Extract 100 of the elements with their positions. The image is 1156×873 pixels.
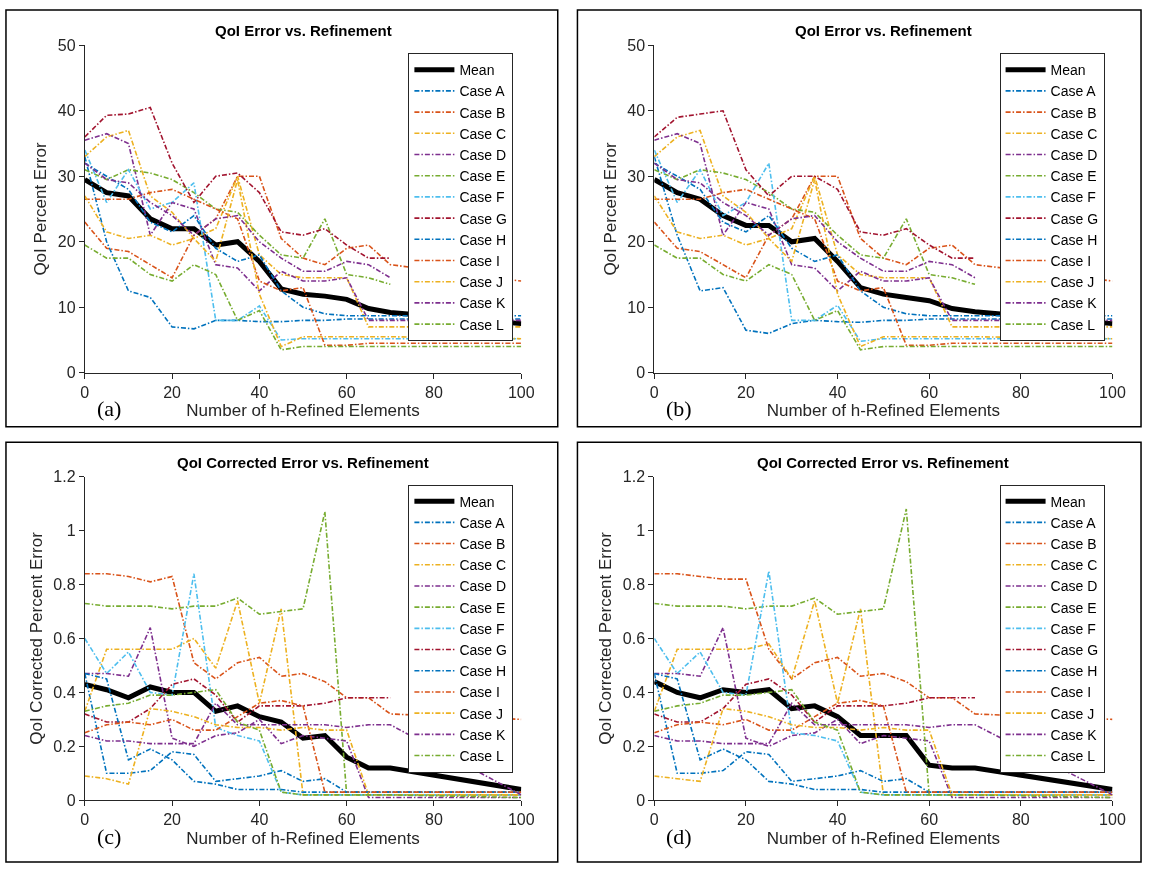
x-tick-label: 80 (1011, 383, 1030, 401)
legend-label: Case C (1050, 125, 1098, 142)
legend-label: Case E (459, 168, 506, 185)
y-tick-label: 50 (627, 36, 646, 54)
legend-label: Case I (1050, 252, 1092, 269)
legend-label: Case D (459, 146, 507, 163)
x-tick-label: 80 (425, 811, 443, 829)
x-tick-label: 0 (80, 811, 90, 829)
x-tick-label: 60 (920, 383, 939, 401)
y-tick-label: 0.8 (622, 576, 646, 594)
legend-label: Case G (1050, 642, 1099, 658)
x-tick-label: 20 (737, 811, 755, 829)
legend-label: Mean (459, 493, 495, 510)
x-tick-label: 0 (649, 383, 659, 401)
y-tick-label: 0.8 (53, 576, 76, 594)
y-tick-label: 1.2 (53, 468, 76, 486)
legend-label: Case G (459, 210, 507, 227)
y-tick-label: 0.6 (53, 630, 76, 648)
y-tick-label: 40 (627, 102, 646, 120)
chart-title: QoI Error vs. Refinement (215, 22, 392, 39)
y-tick-label: 30 (57, 167, 76, 185)
y-tick-label: 0 (66, 364, 76, 382)
y-tick-label: 0 (636, 364, 646, 382)
x-axis-title: Number of h-Refined Elements (766, 401, 1001, 421)
legend-label: Case H (1050, 663, 1098, 680)
y-tick-label: 50 (57, 36, 76, 54)
legend-label: Case L (1050, 316, 1096, 333)
legend-label: Case G (459, 642, 507, 658)
y-axis-title: QoI Percent Error (31, 142, 51, 276)
chart-title: QoI Corrected Error vs. Refinement (177, 454, 429, 471)
legend-label: Case C (459, 125, 507, 142)
x-tick-label: 80 (425, 383, 443, 401)
legend-label: Case J (459, 705, 503, 722)
chart-title: QoI Error vs. Refinement (795, 22, 972, 39)
legend-label: Case L (459, 748, 504, 764)
legend-label: Case C (459, 557, 507, 574)
y-axis-title: QoI Corrected Percent Error (596, 531, 616, 745)
legend-label: Case D (459, 578, 507, 595)
chart-title: QoI Corrected Error vs. Refinement (757, 454, 1009, 471)
x-tick-label: 100 (1099, 811, 1126, 829)
legend-label: Case I (1050, 684, 1092, 701)
legend-label: Case F (1050, 189, 1096, 206)
x-tick-label: 100 (1099, 383, 1126, 401)
x-tick-label: 60 (337, 811, 356, 829)
text: (c) (97, 824, 122, 849)
x-tick-label: 40 (828, 811, 847, 829)
x-tick-label: 40 (250, 811, 269, 829)
y-tick-label: 10 (57, 298, 76, 316)
x-tick-label: 100 (507, 811, 535, 829)
legend-label: Case A (459, 514, 506, 531)
x-axis-title: Number of h-Refined Elements (186, 401, 420, 421)
legend-label: Case E (1050, 599, 1097, 616)
legend-label: Case D (1050, 146, 1098, 163)
legend-label: Case D (1050, 578, 1098, 595)
legend-label: Case H (1050, 231, 1098, 248)
y-axis-title: QoI Corrected Percent Error (26, 531, 46, 745)
x-tick-label: 60 (920, 811, 939, 829)
legend-label: Case F (1050, 620, 1096, 637)
legend-label: Case K (1050, 726, 1098, 743)
text: (d) (666, 824, 692, 849)
x-tick-label: 0 (649, 811, 659, 829)
x-axis-title: Number of h-Refined Elements (186, 828, 420, 848)
legend-label: Case E (459, 599, 506, 616)
legend-label: Case H (459, 231, 507, 248)
x-axis-title: Number of h-Refined Elements (766, 828, 1001, 848)
legend-label: Case J (459, 274, 503, 291)
y-tick-label: 0.4 (53, 684, 76, 702)
legend-label: Mean (1050, 493, 1086, 510)
legend-label: Case J (1050, 705, 1095, 722)
y-tick-label: 40 (57, 102, 76, 120)
legend-label: Case B (1050, 536, 1097, 552)
legend-label: Case L (459, 316, 504, 333)
x-tick-label: 20 (163, 383, 182, 401)
x-tick-label: 20 (163, 811, 182, 829)
x-tick-label: 40 (250, 383, 269, 401)
y-tick-label: 1 (66, 522, 76, 540)
legend-label: Case B (459, 104, 506, 121)
y-tick-label: 1.2 (622, 468, 646, 486)
y-tick-label: 10 (627, 298, 646, 316)
y-axis-title: QoI Percent Error (600, 142, 620, 276)
text: (a) (97, 396, 122, 421)
legend-label: Case I (459, 684, 500, 701)
legend-label: Case F (459, 620, 505, 637)
text: (b) (666, 396, 692, 421)
legend-label: Case F (459, 189, 505, 206)
legend-label: Case L (1050, 748, 1096, 764)
legend-label: Case H (459, 663, 507, 680)
legend-label: Case K (459, 726, 506, 743)
legend-label: Case E (1050, 168, 1097, 185)
y-tick-label: 0 (66, 791, 76, 809)
legend-label: Case K (459, 295, 506, 312)
legend-label: Mean (1050, 62, 1086, 79)
legend-label: Case B (459, 536, 506, 552)
legend-label: Case K (1050, 295, 1098, 312)
x-tick-label: 0 (80, 383, 90, 401)
legend-label: Mean (459, 62, 495, 79)
y-tick-label: 0.2 (622, 737, 646, 755)
legend-label: Case I (459, 252, 500, 269)
legend-label: Case A (1050, 83, 1097, 100)
y-tick-label: 1 (636, 522, 646, 540)
